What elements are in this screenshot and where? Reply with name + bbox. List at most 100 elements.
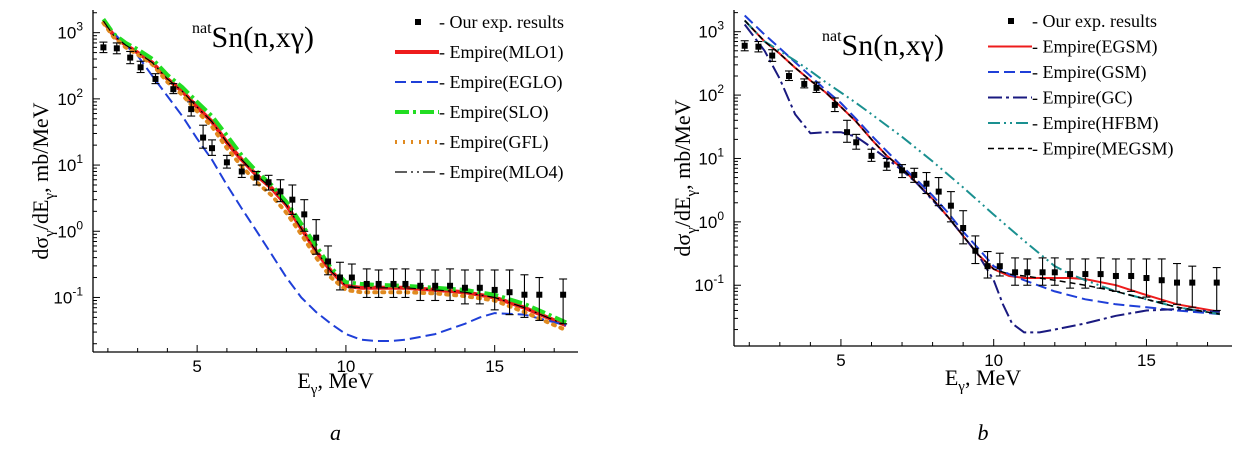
x-axis-label: Eγ, MeV — [297, 368, 373, 398]
legend: - Our exp. results - Empire(MLO1) - Empire… — [395, 12, 564, 183]
data-point — [313, 234, 320, 241]
y-axis-label: dσγ/dEγ, mb/MeV — [28, 102, 58, 259]
y-tick-label: 100 — [698, 209, 724, 232]
panel-b: 5 10 15 10-1 100 101 102 103 dσγ/dEγ, mb/MeV Eγ, … — [670, 10, 1232, 445]
data-point — [960, 224, 967, 231]
x-axis-label: Eγ, MeV — [945, 365, 1021, 395]
data-point — [152, 75, 159, 82]
data-point — [491, 286, 498, 293]
data-point — [1128, 272, 1135, 279]
data-point — [935, 188, 942, 195]
data-point — [348, 274, 355, 281]
data-point — [1097, 271, 1104, 278]
data-point — [923, 180, 930, 187]
data-point — [402, 280, 409, 287]
data-point — [801, 80, 808, 87]
data-point — [325, 258, 332, 265]
data-point — [521, 291, 528, 298]
data-point — [200, 134, 207, 141]
series-line-4 — [744, 19, 1220, 315]
data-point — [844, 129, 851, 136]
y-tick-label: 100 — [57, 218, 83, 241]
legend-label: - Empire(EGSM) — [1032, 37, 1157, 58]
data-point — [447, 282, 454, 289]
plot-area — [99, 18, 569, 342]
x-tick-label: 5 — [192, 357, 201, 376]
y-tick-label: 10-1 — [694, 272, 724, 295]
panel-label: b — [978, 420, 989, 445]
data-point — [100, 44, 107, 51]
y-tick-label: 102 — [57, 86, 83, 109]
legend-marker — [415, 19, 421, 25]
data-point — [170, 86, 177, 93]
series-line-3 — [743, 19, 1220, 316]
data-point — [831, 101, 838, 108]
data-point — [363, 280, 370, 287]
data-point — [113, 45, 120, 52]
y-tick-label: 10-1 — [53, 284, 83, 307]
data-point — [769, 52, 776, 59]
data-point — [461, 284, 468, 291]
data-point — [301, 211, 308, 218]
series-line-2 — [743, 23, 1220, 334]
x-tick-label: 15 — [1137, 351, 1156, 370]
data-point — [560, 291, 567, 298]
data-point — [785, 73, 792, 80]
data-point — [417, 282, 424, 289]
y-tick-label: 102 — [698, 82, 724, 105]
panel-label: a — [330, 420, 341, 445]
series-line-0 — [743, 19, 1220, 313]
data-point — [1067, 271, 1074, 278]
legend-label: - Empire(MLO1) — [439, 42, 563, 63]
data-point — [289, 196, 296, 203]
data-point — [1143, 275, 1150, 282]
data-point — [996, 263, 1003, 270]
legend-marker — [1008, 18, 1014, 24]
data-point — [883, 161, 890, 168]
data-point — [265, 179, 272, 186]
legend-label: - Empire(EGLO) — [439, 72, 562, 93]
data-point — [336, 274, 343, 281]
data-point — [868, 152, 875, 159]
panel-a: 5 10 15 10-1 100 101 102 103 dσγ/dEγ, mb/MeV Eγ, … — [28, 10, 578, 445]
data-point — [899, 167, 906, 174]
x-tick-label: 15 — [485, 357, 504, 376]
legend: - Our exp. results - Empire(EGSM) - Empire… — [988, 11, 1173, 160]
data-point — [984, 263, 991, 270]
x-tick-label: 5 — [836, 351, 845, 370]
y-tick-label: 103 — [57, 20, 83, 43]
chart-title: natSn(n,xγ) — [822, 28, 944, 62]
data-point — [536, 291, 543, 298]
plot-area — [740, 14, 1221, 334]
chart-title: natSn(n,xγ) — [192, 20, 314, 54]
data-point — [127, 54, 134, 61]
data-point — [1012, 269, 1019, 276]
data-point — [1189, 279, 1196, 286]
data-point — [476, 284, 483, 291]
legend-label: - Empire(GC) — [1032, 88, 1132, 109]
data-point — [911, 171, 918, 178]
data-point — [432, 282, 439, 289]
x-tick-label: 10 — [984, 351, 1003, 370]
legend-label: - Empire(MEGSM) — [1032, 139, 1173, 160]
data-point — [277, 188, 284, 195]
y-tick-label: 101 — [698, 145, 724, 168]
legend-label: - Empire(HFBM) — [1032, 113, 1158, 134]
data-point — [813, 84, 820, 91]
legend-label: - Empire(GFL) — [439, 132, 548, 153]
data-point — [1051, 269, 1058, 276]
y-tick-label: 103 — [698, 19, 724, 42]
data-point — [1024, 269, 1031, 276]
data-point — [1174, 279, 1181, 286]
data-point — [1158, 277, 1165, 284]
series-line-1 — [102, 20, 567, 342]
legend-label: - Our exp. results — [439, 12, 564, 32]
data-point — [1039, 269, 1046, 276]
data-point — [741, 42, 748, 49]
data-point — [1213, 279, 1220, 286]
data-point — [853, 139, 860, 146]
y-tick-label: 101 — [57, 152, 83, 175]
series-line-2 — [101, 18, 567, 325]
data-point — [755, 43, 762, 50]
